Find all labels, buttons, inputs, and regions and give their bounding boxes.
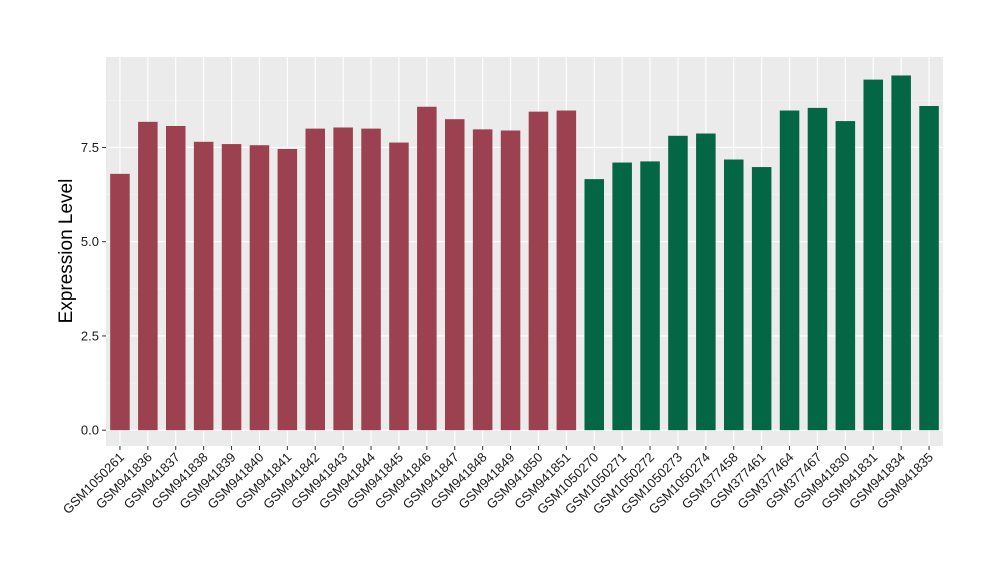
bar xyxy=(472,129,493,431)
bar xyxy=(305,128,326,431)
bar xyxy=(333,127,353,431)
plot-panel xyxy=(106,57,943,446)
bar xyxy=(110,173,130,431)
bar xyxy=(277,148,298,431)
bar xyxy=(835,121,856,431)
bar xyxy=(556,110,577,431)
bar xyxy=(138,121,158,431)
y-axis-title: Expression Level xyxy=(56,179,77,324)
bar xyxy=(193,141,214,431)
bar xyxy=(640,161,660,431)
bar xyxy=(165,125,186,431)
bar xyxy=(723,159,744,431)
bar xyxy=(696,133,716,431)
bar xyxy=(417,106,437,431)
bars xyxy=(110,75,939,431)
bar xyxy=(612,162,632,431)
bar xyxy=(751,167,772,431)
bar xyxy=(919,106,939,431)
bar xyxy=(221,144,242,431)
bar xyxy=(807,107,828,431)
bar xyxy=(528,111,549,431)
x-axis: GSM1050261GSM941836GSM941837GSM941838GSM… xyxy=(60,446,936,517)
y-tick-label: 5.0 xyxy=(81,234,99,249)
y-tick-label: 2.5 xyxy=(81,328,99,343)
y-tick-label: 0.0 xyxy=(81,423,99,438)
bar xyxy=(863,79,884,431)
y-tick-label: 7.5 xyxy=(81,140,99,155)
bar xyxy=(389,142,409,431)
bar xyxy=(500,130,521,431)
bar xyxy=(361,128,381,431)
bar xyxy=(584,179,605,431)
bar xyxy=(249,145,270,431)
bar xyxy=(779,110,800,431)
bar xyxy=(891,75,911,431)
y-axis: 0.0 2.5 5.0 7.5 xyxy=(81,140,106,438)
bar xyxy=(444,119,465,431)
bar xyxy=(668,135,688,431)
minor-gridlines xyxy=(106,100,943,384)
